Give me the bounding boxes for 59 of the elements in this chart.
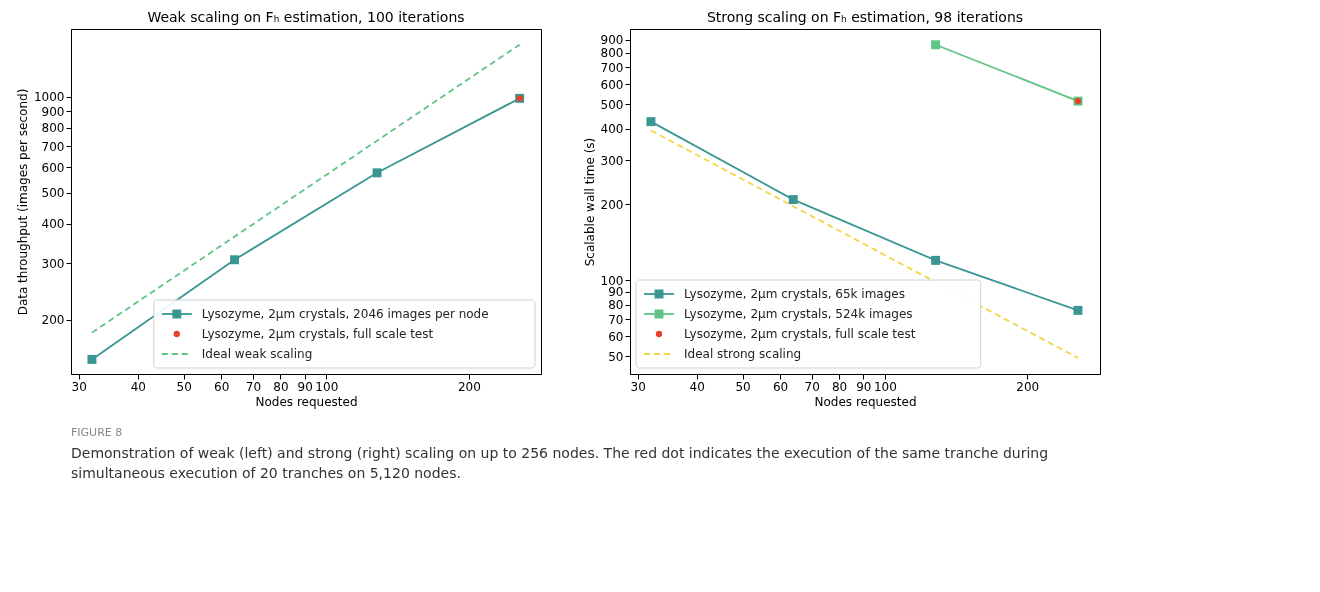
x-tick-label: 90 bbox=[297, 379, 313, 394]
y-tick-label: 90 bbox=[608, 285, 624, 300]
y-tick-label: 200 bbox=[41, 313, 65, 328]
x-tick-label: 50 bbox=[735, 379, 751, 394]
x-tick-label: 70 bbox=[245, 379, 262, 394]
x-tick-label: 200 bbox=[1016, 379, 1040, 394]
x-tick-label: 70 bbox=[804, 379, 820, 394]
x-tick-label: 100 bbox=[873, 379, 897, 394]
x-tick-label: 60 bbox=[214, 379, 230, 394]
legend-label: Lysozyme, 2μm crystals, 524k images bbox=[684, 307, 913, 321]
y-tick-label: 80 bbox=[608, 298, 624, 313]
x-tick-label: 50 bbox=[176, 379, 192, 394]
y-tick-label: 300 bbox=[600, 153, 624, 168]
y-tick-label: 600 bbox=[41, 160, 65, 175]
y-tick-label: 600 bbox=[600, 77, 624, 92]
y-tick-label: 500 bbox=[41, 186, 65, 201]
point bbox=[230, 255, 239, 265]
legend-label: Ideal strong scaling bbox=[684, 347, 802, 361]
x-tick-label: 100 bbox=[315, 379, 339, 394]
text: Demonstration of weak (left) and strong (right) scaling on up to 256 nodes. The red dot indicates the execution of the same tranche during simultaneous execution of 20 tranches on 5,120 nodes. bbox=[71, 445, 1049, 481]
x-tick-label: 30 bbox=[630, 379, 646, 394]
y-tick-label: 200 bbox=[600, 197, 624, 212]
y-axis-title: Scalable wall time (s) bbox=[582, 137, 597, 267]
y-tick-label: 700 bbox=[41, 139, 65, 154]
y-tick-label: 50 bbox=[608, 349, 624, 364]
y-tick-label: 700 bbox=[600, 60, 624, 75]
x-tick-label: 40 bbox=[689, 379, 705, 394]
x-tick-label: 60 bbox=[772, 379, 789, 394]
x-tick-label: 80 bbox=[831, 379, 848, 394]
point bbox=[372, 168, 382, 178]
caption: FIGURE 8 bbox=[71, 426, 123, 439]
legend-label: Ideal weak scaling bbox=[201, 347, 313, 361]
y-tick-label: 500 bbox=[600, 97, 624, 112]
y-tick-label: 800 bbox=[600, 46, 624, 61]
x-tick-label: 80 bbox=[273, 379, 289, 394]
x-tick-label: 90 bbox=[856, 379, 872, 394]
x-tick-label: 200 bbox=[457, 379, 481, 394]
x-tick-label: 40 bbox=[130, 379, 146, 394]
legend-label: Lysozyme, 2μm crystals, full scale test bbox=[684, 327, 916, 341]
x-tick-label: 30 bbox=[71, 379, 87, 394]
y-tick-label: 100 bbox=[600, 273, 624, 288]
y-tick-label: 300 bbox=[41, 256, 65, 271]
legend-label: Lysozyme, 2μm crystals, full scale test bbox=[201, 327, 434, 341]
y-tick-label: 900 bbox=[41, 104, 65, 119]
y-tick-label: 70 bbox=[608, 312, 624, 327]
x-axis-title: Nodes requested bbox=[814, 394, 917, 409]
legend-label: Lysozyme, 2μm crystals, 65k images bbox=[684, 287, 905, 301]
chart-title: Weak scaling on Fₕ estimation, 100 iterations bbox=[147, 9, 465, 25]
y-tick-label: 400 bbox=[600, 122, 624, 137]
x-axis-title: Nodes requested bbox=[255, 394, 358, 409]
point bbox=[87, 354, 97, 364]
legend-label: Lysozyme, 2μm crystals, 2046 images per node bbox=[201, 307, 489, 321]
y-axis-title: Data throughput (images per second) bbox=[15, 88, 30, 316]
y-tick-label: 800 bbox=[41, 121, 65, 136]
y-tick-label: 1000 bbox=[33, 90, 65, 105]
y-tick-label: 900 bbox=[600, 33, 624, 48]
y-tick-label: 60 bbox=[608, 329, 624, 344]
y-tick-label: 400 bbox=[41, 217, 65, 232]
chart-title: Strong scaling on Fₕ estimation, 98 iterations bbox=[706, 9, 1024, 25]
